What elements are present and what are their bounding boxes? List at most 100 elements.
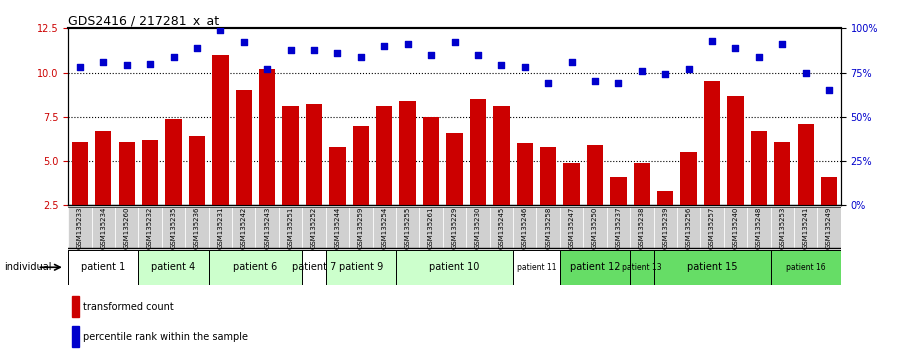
Text: GSM135261: GSM135261 — [428, 206, 435, 249]
Text: GSM135258: GSM135258 — [545, 206, 551, 249]
Text: patient 10: patient 10 — [429, 262, 480, 272]
Text: GSM135245: GSM135245 — [498, 206, 504, 249]
Bar — [138, 207, 162, 248]
Text: GSM135243: GSM135243 — [265, 206, 270, 249]
Bar — [446, 133, 463, 250]
Bar — [72, 142, 88, 250]
Bar — [235, 90, 252, 250]
Bar — [560, 250, 630, 285]
Point — [822, 87, 836, 93]
Bar — [68, 250, 138, 285]
Text: GSM135249: GSM135249 — [826, 206, 832, 249]
Point — [236, 40, 251, 45]
Bar — [821, 177, 837, 250]
Bar — [443, 207, 466, 248]
Bar — [209, 207, 232, 248]
Point — [330, 50, 345, 56]
Bar — [115, 207, 138, 248]
Bar — [373, 207, 396, 248]
Bar — [303, 250, 325, 285]
Bar — [419, 207, 443, 248]
Point — [447, 40, 462, 45]
Bar — [118, 142, 135, 250]
Point — [728, 45, 743, 51]
Bar — [305, 104, 322, 250]
Bar — [654, 250, 771, 285]
Text: GSM135254: GSM135254 — [381, 206, 387, 249]
Bar — [396, 207, 419, 248]
Point — [798, 70, 813, 75]
Text: GSM135241: GSM135241 — [803, 206, 809, 249]
Bar — [138, 250, 209, 285]
Text: GSM135248: GSM135248 — [756, 206, 762, 249]
Text: GSM135251: GSM135251 — [287, 206, 294, 249]
Text: patient 12: patient 12 — [570, 262, 620, 272]
Point — [400, 41, 415, 47]
Bar — [92, 207, 115, 248]
Text: patient 6: patient 6 — [234, 262, 277, 272]
Point — [517, 64, 532, 70]
Text: patient 1: patient 1 — [81, 262, 125, 272]
Bar — [470, 99, 486, 250]
Point — [634, 68, 649, 74]
Bar — [185, 207, 209, 248]
Point — [471, 52, 485, 58]
Text: GSM135233: GSM135233 — [77, 206, 83, 249]
Point — [775, 41, 790, 47]
Point — [588, 79, 603, 84]
Bar — [95, 131, 112, 250]
Point — [119, 63, 134, 68]
Bar — [349, 207, 373, 248]
Point — [611, 80, 625, 86]
Text: patient 13: patient 13 — [622, 263, 662, 272]
Point — [377, 43, 392, 49]
Bar — [560, 207, 584, 248]
Bar — [493, 106, 510, 250]
Text: GSM135242: GSM135242 — [241, 206, 246, 249]
Text: GSM135239: GSM135239 — [663, 206, 668, 249]
Bar — [513, 250, 560, 285]
Bar — [232, 207, 255, 248]
Bar — [751, 131, 767, 250]
Bar — [677, 207, 700, 248]
Text: GSM135260: GSM135260 — [124, 206, 130, 249]
Bar — [162, 207, 185, 248]
Text: GSM135259: GSM135259 — [358, 206, 364, 249]
Point — [704, 38, 719, 44]
Point — [494, 63, 509, 68]
Point — [143, 61, 157, 67]
Text: GSM135247: GSM135247 — [568, 206, 574, 249]
Bar — [325, 207, 349, 248]
Bar — [283, 106, 299, 250]
Text: patient 4: patient 4 — [152, 262, 195, 272]
Bar — [794, 207, 817, 248]
Text: patient 16: patient 16 — [786, 263, 825, 272]
Text: GSM135257: GSM135257 — [709, 206, 715, 249]
Bar — [771, 250, 841, 285]
Bar — [536, 207, 560, 248]
Bar — [72, 296, 79, 317]
Text: GSM135250: GSM135250 — [592, 206, 598, 249]
Point — [96, 59, 111, 65]
Text: GSM135236: GSM135236 — [194, 206, 200, 249]
Bar — [700, 207, 724, 248]
Bar — [634, 163, 650, 250]
Point — [284, 47, 298, 52]
Bar — [325, 250, 396, 285]
Bar — [68, 207, 92, 248]
Bar — [255, 207, 279, 248]
Bar — [513, 207, 536, 248]
Text: GSM135231: GSM135231 — [217, 206, 224, 249]
Text: percentile rank within the sample: percentile rank within the sample — [83, 332, 248, 342]
Point — [564, 59, 579, 65]
Text: transformed count: transformed count — [83, 302, 174, 312]
Bar — [329, 147, 345, 250]
Point — [682, 66, 696, 72]
Bar — [630, 250, 654, 285]
Point — [752, 54, 766, 59]
Bar — [774, 142, 791, 250]
Bar — [353, 126, 369, 250]
Bar — [303, 207, 325, 248]
Bar — [564, 163, 580, 250]
Text: GSM135232: GSM135232 — [147, 206, 153, 249]
